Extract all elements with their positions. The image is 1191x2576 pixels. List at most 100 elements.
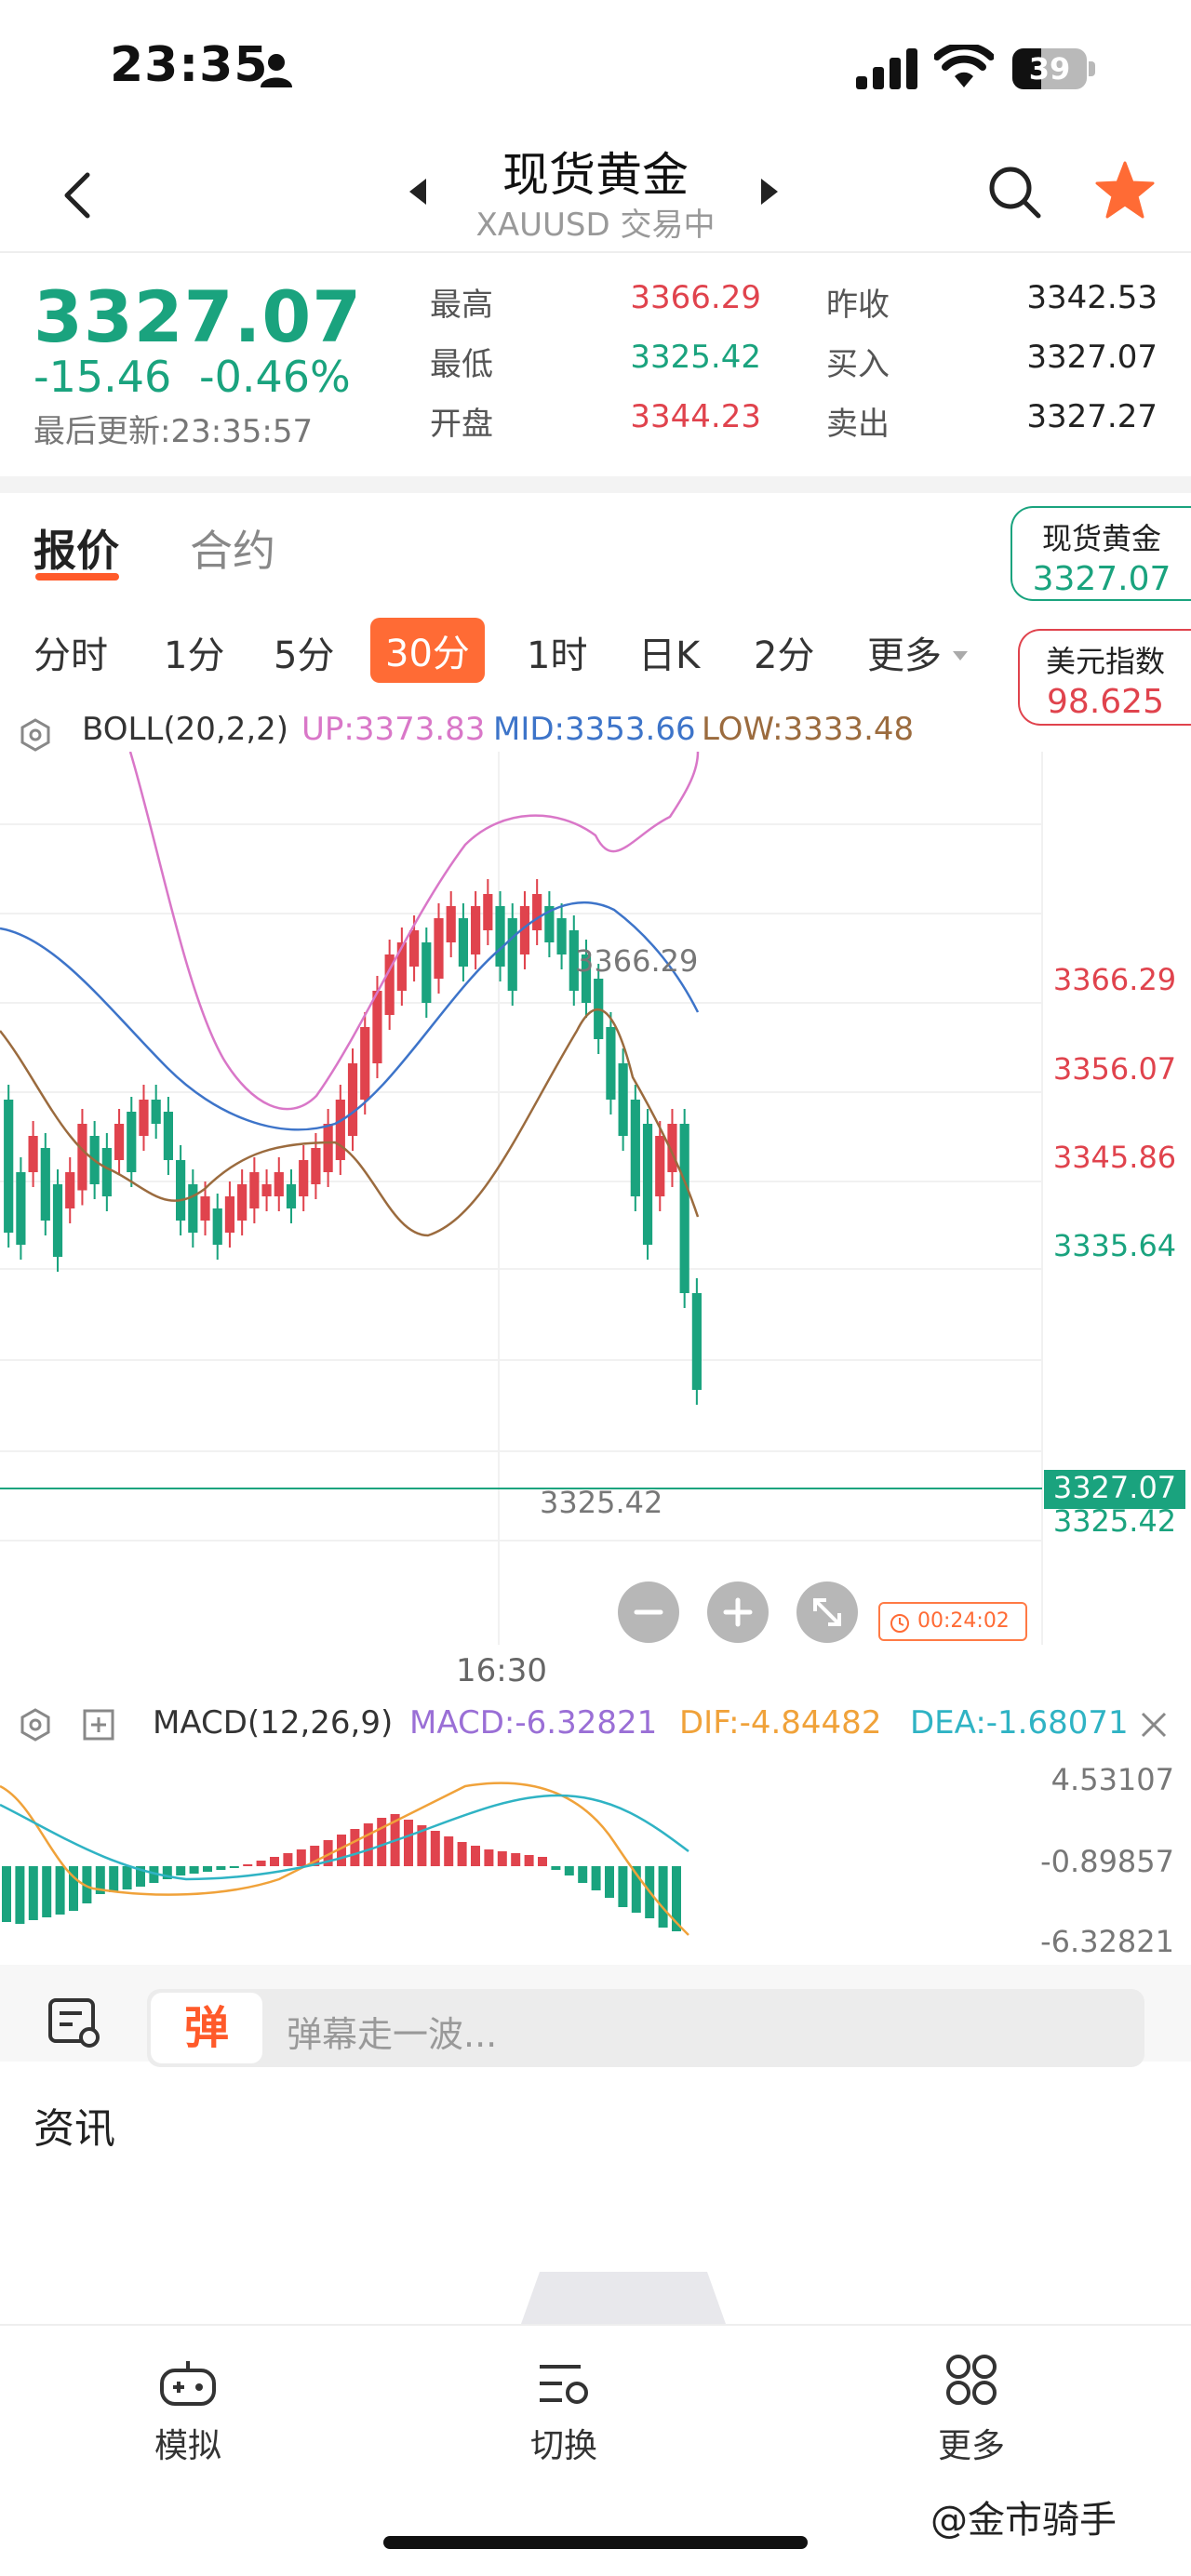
macd-histogram-bar	[404, 1820, 413, 1866]
macd-histogram-bar	[484, 1849, 494, 1866]
side-card-name: 美元指数	[1045, 644, 1165, 679]
macd-dea-line	[0, 1794, 689, 1881]
timeframe-more[interactable]: 更多	[867, 634, 942, 677]
grid-more-icon[interactable]	[942, 2350, 1001, 2409]
macd-histogram-bar	[109, 1866, 119, 1892]
stat-label-open: 开盘	[430, 406, 493, 443]
side-card-value: 3327.07	[1032, 560, 1171, 598]
side-card-spot-gold[interactable]: 现货黄金 3327.07	[1010, 506, 1191, 601]
timeframe-1min[interactable]: 1分	[164, 634, 225, 677]
timeframe-5min[interactable]: 5分	[274, 634, 335, 677]
favorite-star-icon[interactable]	[1094, 160, 1156, 221]
tab-contract[interactable]: 合约	[190, 526, 275, 576]
boll-up-value: UP:3373.83	[301, 711, 486, 748]
boll-upper-band	[128, 752, 700, 1111]
add-indicator-icon[interactable]	[82, 1708, 115, 1742]
indicator-settings-icon[interactable]	[19, 718, 52, 752]
macd-histogram-bar	[444, 1836, 454, 1866]
wifi-icon	[934, 45, 994, 87]
candle-body	[139, 1100, 149, 1136]
timeframe-2min[interactable]: 2分	[754, 634, 815, 677]
boll-mid-value: MID:3353.66	[493, 711, 696, 748]
macd-histogram-bar	[377, 1818, 387, 1866]
candle-body	[151, 1100, 161, 1124]
next-instrument-icon[interactable]	[757, 177, 780, 207]
candle-body	[261, 1184, 272, 1196]
timeframe-1hour[interactable]: 1时	[527, 634, 588, 677]
candle-body	[163, 1112, 173, 1160]
candle-body	[347, 1063, 358, 1136]
prev-instrument-icon[interactable]	[408, 177, 430, 207]
zoom-out-button[interactable]	[618, 1582, 679, 1643]
last-update-time: 最后更新:23:35:57	[33, 413, 314, 450]
candlestick-chart[interactable]: 3327.07 3366.29 3325.42 3366.29 3356.07 …	[0, 752, 1191, 1654]
drawer-handle[interactable]	[521, 2272, 726, 2324]
macd-histogram-bar	[216, 1866, 226, 1870]
candle-body	[176, 1160, 186, 1221]
nav-more[interactable]: 更多	[937, 2427, 1005, 2465]
y-axis-label: 3345.86	[1053, 1140, 1176, 1175]
boll-indicator-name[interactable]: BOLL(20,2,2)	[82, 711, 289, 748]
search-icon[interactable]	[986, 164, 1042, 220]
candle-body	[655, 1136, 665, 1196]
timeframe-daily[interactable]: 日K	[638, 634, 701, 677]
candle-body	[434, 918, 444, 979]
candle-body	[519, 906, 530, 954]
macd-histogram-bar	[2, 1866, 11, 1922]
fullscreen-button[interactable]	[796, 1582, 858, 1643]
candle-body	[544, 906, 555, 942]
switch-list-icon[interactable]	[534, 2354, 594, 2413]
candle-body	[532, 894, 542, 930]
clock-icon	[890, 1614, 909, 1633]
gamepad-icon[interactable]	[158, 2354, 218, 2413]
candle-body	[606, 1027, 616, 1100]
nav-switch[interactable]: 切换	[529, 2427, 597, 2465]
macd-settings-icon[interactable]	[19, 1708, 52, 1742]
danmu-input[interactable]: 弹 弹幕走一波...	[147, 1989, 1144, 2067]
document-settings-icon[interactable]	[45, 1993, 104, 2052]
macd-indicator-name[interactable]: MACD(12,26,9)	[153, 1704, 394, 1742]
macd-histogram-bar	[69, 1866, 78, 1911]
stat-value-low: 3325.42	[630, 339, 761, 376]
candle-body	[224, 1196, 235, 1233]
stat-value-high: 3366.29	[630, 279, 761, 316]
stat-value-ask: 3327.27	[1026, 398, 1158, 435]
close-icon[interactable]	[1139, 1710, 1169, 1740]
zoom-in-button[interactable]	[707, 1582, 769, 1643]
macd-histogram-bar	[203, 1866, 212, 1872]
home-indicator[interactable]	[383, 2536, 808, 2549]
page-subtitle: XAUUSD 交易中	[475, 207, 716, 244]
macd-dif-line	[0, 1782, 689, 1936]
timeframe-intraday[interactable]: 分时	[33, 634, 108, 677]
candle-body	[101, 1148, 112, 1196]
macd-histogram-bar	[162, 1866, 172, 1879]
candle-body	[618, 1063, 628, 1136]
candle-body	[16, 1172, 26, 1245]
status-time: 23:35	[110, 37, 269, 93]
current-price: 3327.07	[33, 275, 363, 358]
macd-histogram-bar	[122, 1866, 132, 1889]
candle-body	[299, 1160, 309, 1196]
timeframe-30min[interactable]: 30分	[370, 618, 485, 683]
nav-simulate[interactable]: 模拟	[154, 2427, 221, 2465]
candle-body	[384, 954, 395, 1015]
macd-histogram-bar	[310, 1846, 320, 1866]
macd-histogram-bar	[605, 1866, 614, 1898]
side-card-usd-index[interactable]: 美元指数 98.625	[1018, 629, 1191, 726]
danmu-badge: 弹	[151, 1993, 262, 2063]
tab-quote[interactable]: 报价	[33, 526, 119, 576]
boll-middle-band	[0, 901, 700, 1131]
page-title: 现货黄金	[502, 148, 689, 202]
candle-body	[4, 1100, 14, 1233]
macd-histogram-bar	[457, 1842, 467, 1866]
macd-histogram-bar	[471, 1846, 480, 1866]
macd-histogram-bar	[136, 1866, 145, 1887]
back-arrow-icon[interactable]	[56, 167, 97, 223]
macd-histogram-bar	[256, 1861, 266, 1866]
candle-body	[77, 1124, 87, 1191]
candle-countdown: 00:24:02	[878, 1602, 1027, 1641]
macd-histogram-bar	[283, 1853, 293, 1866]
high-marker: 3366.29	[575, 943, 698, 979]
candle-body	[408, 930, 420, 967]
price-change: -15.46	[33, 352, 172, 402]
